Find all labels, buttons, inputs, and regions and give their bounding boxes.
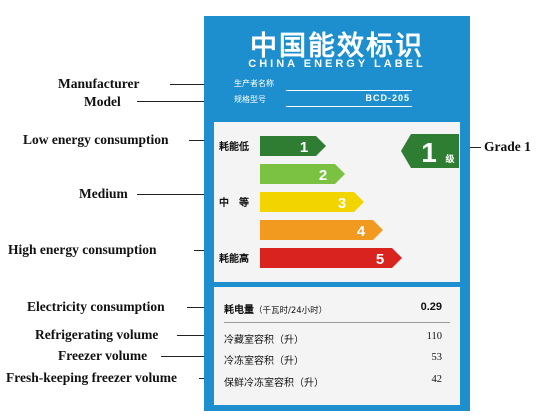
- grade-bar-2-number: 2: [319, 167, 327, 184]
- electricity-row: 耗电量（千瓦时/24小时） 0.29: [224, 301, 450, 317]
- grade-bar-2-arrow: [260, 164, 345, 184]
- grade-bar-1-number: 1: [300, 139, 308, 156]
- refrigerating-label: 冷藏室容积（升）: [224, 335, 304, 346]
- grade-bar-4-number: 4: [357, 223, 366, 240]
- model-field-label: 规格型号: [234, 95, 266, 104]
- fresh-freezer-label: 保鲜冷冻室容积（升）: [224, 378, 324, 389]
- tier-label-high: 耗能高: [219, 254, 249, 265]
- rating-indicator-arrow: [401, 134, 459, 168]
- model-underline: [286, 106, 412, 107]
- freezer-label: 冷冻室容积（升）: [224, 356, 304, 367]
- electricity-callout: Electricity consumption: [27, 299, 165, 314]
- grade-panel: 耗能低 中 等 耗能高 1 2 3 4 5 1 级: [214, 122, 460, 282]
- grade-bar-3-arrow: [260, 192, 364, 212]
- grade-callout: Grade 1: [484, 139, 531, 154]
- medium-leader: [137, 190, 217, 199]
- tier-label-low: 耗能低: [219, 142, 249, 153]
- rating-number: 1: [421, 137, 437, 168]
- rating-indicator: 1 级: [401, 134, 459, 168]
- grade-bar-5-arrow: [260, 248, 402, 268]
- grade-bar-5-number: 5: [376, 251, 384, 268]
- grade-bar-5: 5: [260, 248, 402, 268]
- manufacturer-callout: Manufacturer: [58, 76, 140, 91]
- fresh-freezer-row: 保鲜冷冻室容积（升） 42: [224, 374, 450, 389]
- freezer-row: 冷冻室容积（升） 53: [224, 352, 450, 367]
- freezer-value: 53: [431, 352, 443, 363]
- high-consumption-callout: High energy consumption: [8, 242, 157, 257]
- tier-label-medium: 中 等: [219, 198, 249, 209]
- electricity-value: 0.29: [420, 301, 442, 313]
- manufacturer-row: 生产者名称: [234, 78, 412, 92]
- energy-label: 中国能效标识 CHINA ENERGY LABEL 生产者名称 规格型号 BCD…: [204, 16, 470, 411]
- model-row: 规格型号 BCD-205: [234, 93, 412, 108]
- refrigerating-value: 110: [426, 331, 442, 342]
- low-consumption-callout: Low energy consumption: [23, 132, 169, 147]
- medium-callout: Medium: [79, 186, 128, 201]
- model-value: BCD-205: [365, 93, 410, 103]
- rating-suffix: 级: [444, 153, 455, 165]
- grade-bar-3: 3: [260, 192, 364, 212]
- electricity-unit: （千瓦时/24小时）: [254, 306, 328, 316]
- fresh-freezer-value: 42: [431, 374, 443, 385]
- refrigerating-callout: Refrigerating volume: [35, 327, 159, 342]
- model-callout: Model: [84, 94, 121, 109]
- manufacturer-underline: [286, 90, 412, 91]
- grade-bar-2: 2: [260, 164, 345, 184]
- label-title-english: CHINA ENERGY LABEL: [248, 58, 426, 70]
- refrigerating-row: 冷藏室容积（升） 110: [224, 331, 450, 346]
- grade-bar-4-arrow: [260, 220, 383, 240]
- electricity-label: 耗电量（千瓦时/24小时）: [224, 301, 327, 316]
- grade-bar-1: 1: [260, 136, 326, 156]
- data-panel: 耗电量（千瓦时/24小时） 0.29 冷藏室容积（升） 110 冷冻室容积（升）…: [214, 287, 460, 405]
- electricity-label-text: 耗电量: [224, 305, 254, 316]
- grade-bar-4: 4: [260, 220, 383, 240]
- data-divider: [224, 322, 450, 323]
- freezer-callout: Freezer volume: [58, 348, 148, 363]
- grade-bar-1-arrow: [260, 136, 326, 156]
- grade-bar-3-number: 3: [338, 195, 346, 212]
- fresh-freezer-callout: Fresh-keeping freezer volume: [6, 370, 177, 385]
- label-title-chinese: 中国能效标识: [250, 31, 424, 62]
- manufacturer-field-label: 生产者名称: [234, 79, 274, 88]
